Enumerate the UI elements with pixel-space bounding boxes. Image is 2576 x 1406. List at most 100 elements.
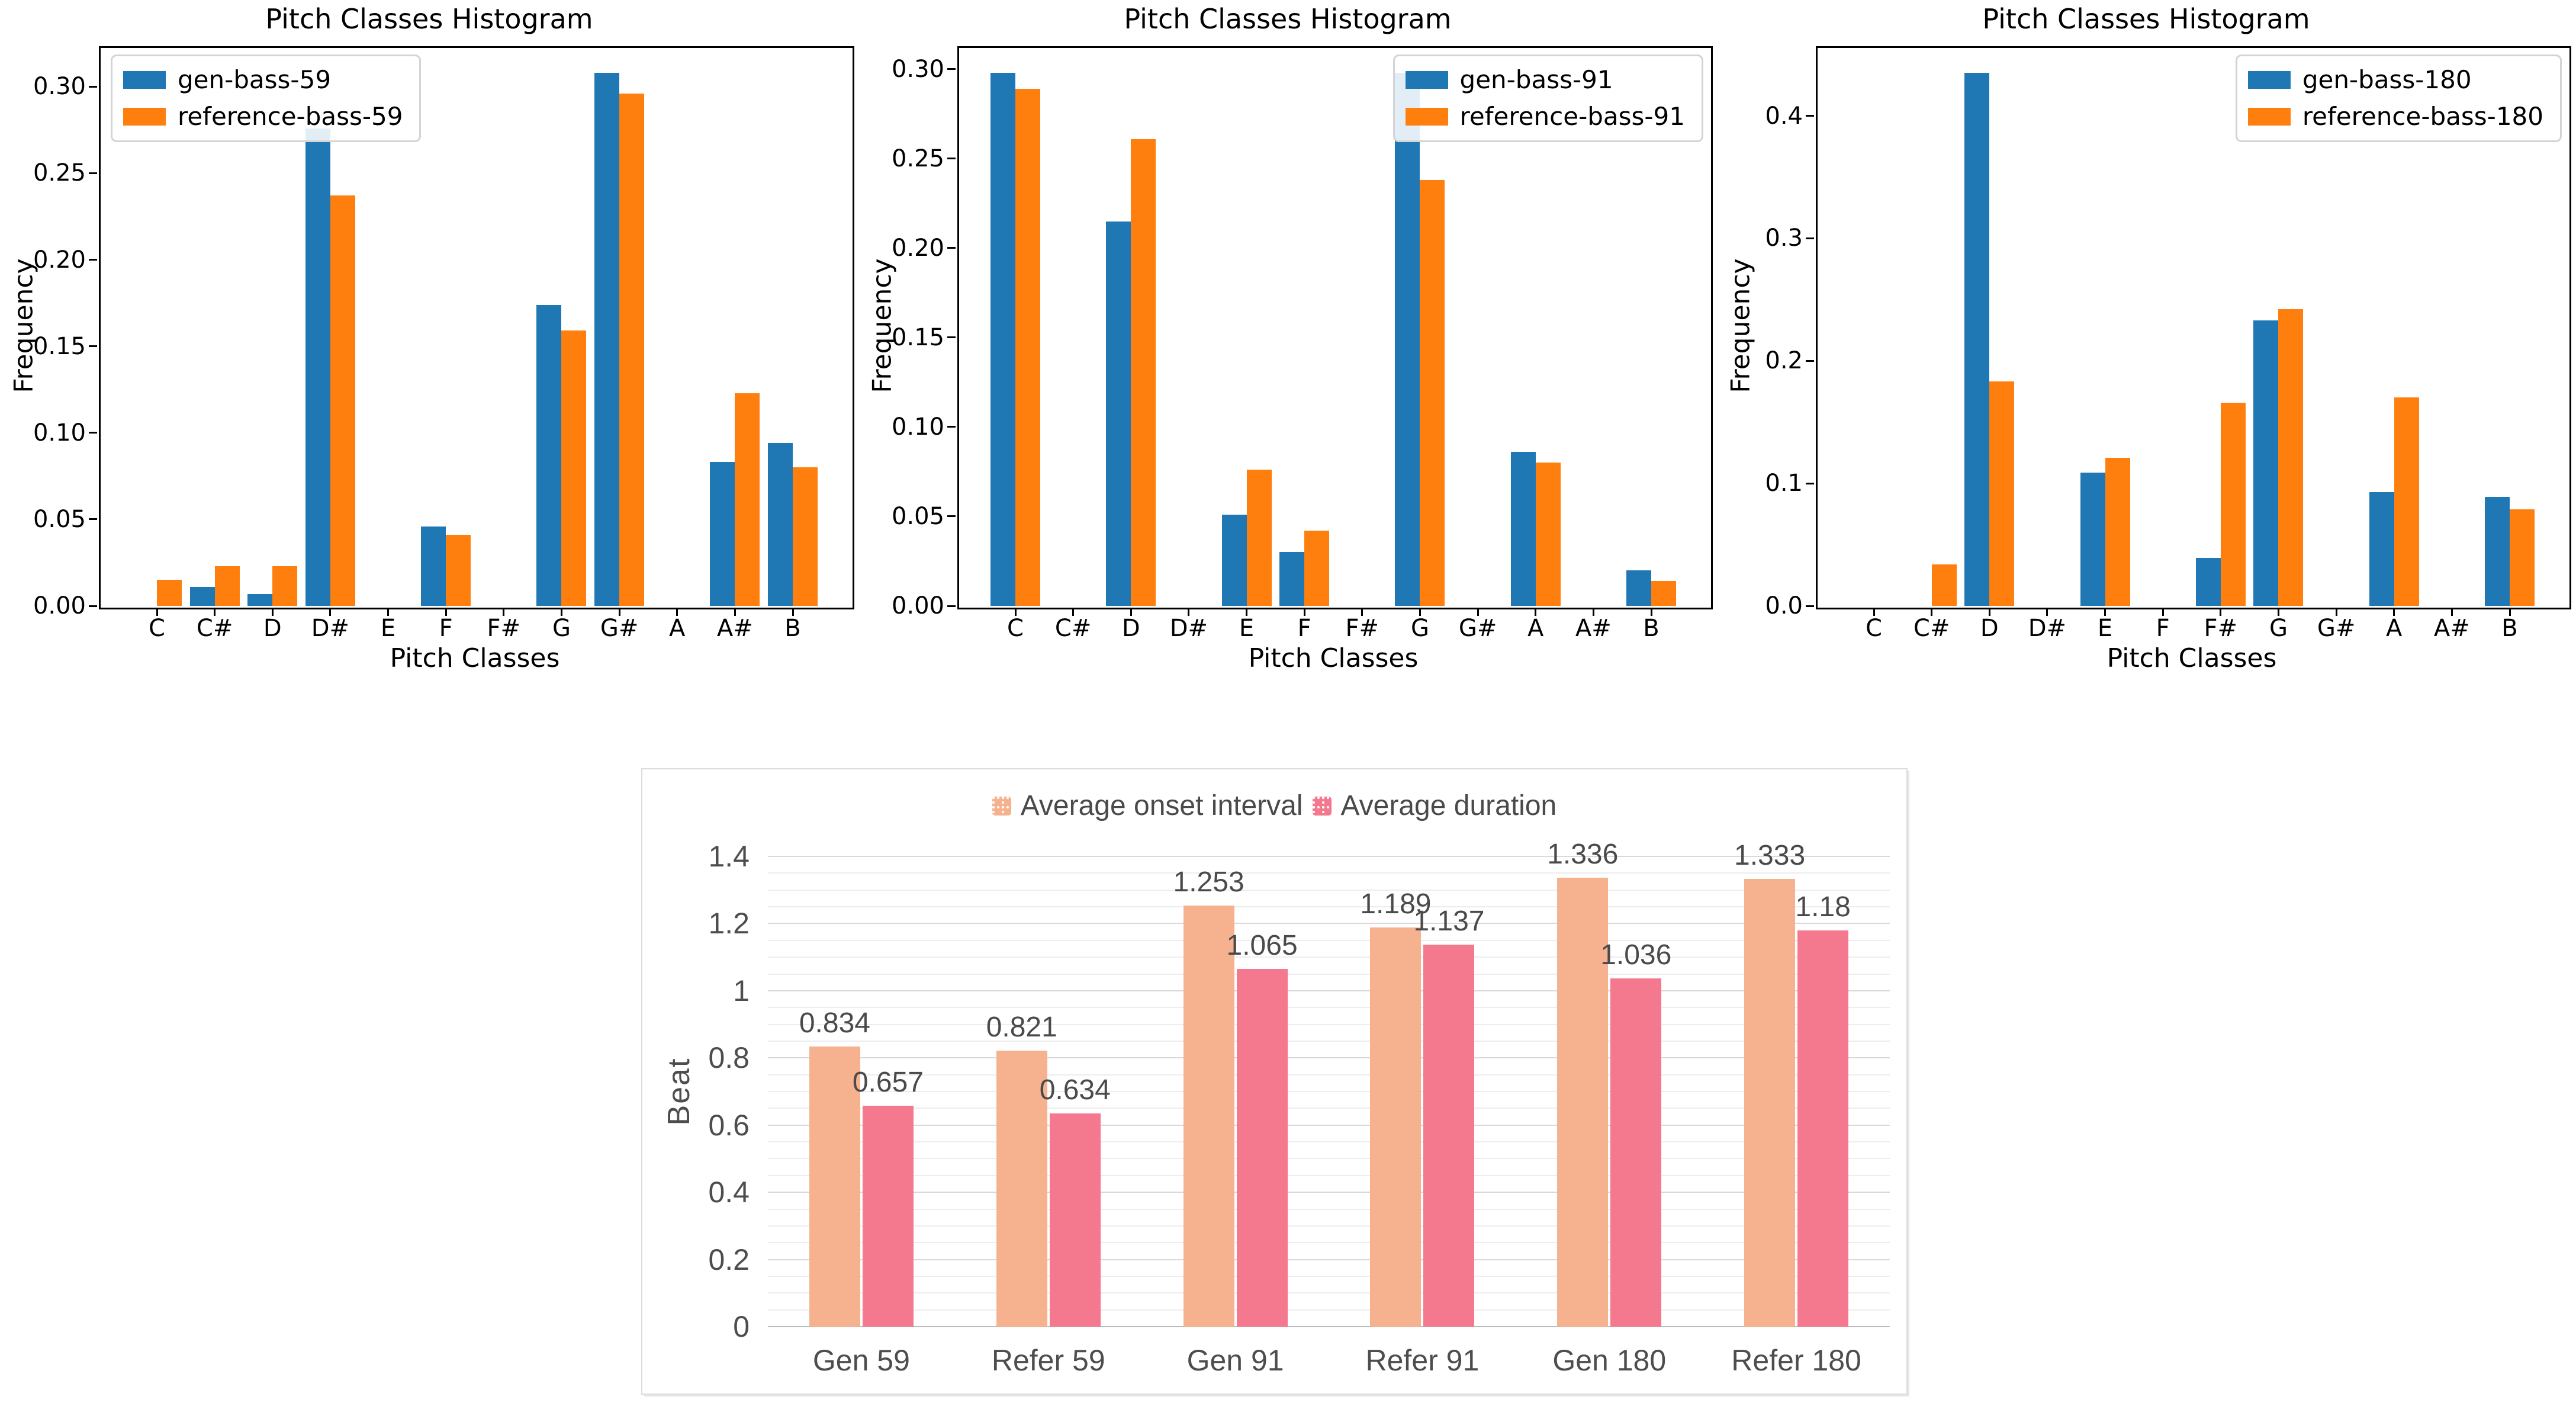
bar	[1183, 906, 1234, 1327]
x-tick-label: A	[669, 615, 686, 642]
plot-area	[957, 46, 1713, 609]
x-tick-mark	[445, 608, 447, 616]
bar-value-label: 1.253	[1173, 866, 1244, 898]
y-tick-label: 0.05	[33, 505, 86, 533]
y-tick-label: 0.30	[33, 73, 86, 101]
legend-item: reference-bass-91	[1405, 101, 1685, 132]
y-tick-label: 0.20	[33, 246, 86, 274]
x-tick-label: A#	[1575, 615, 1612, 642]
x-tick-label: G	[2269, 615, 2288, 642]
bar-value-label: 1.036	[1600, 939, 1672, 971]
y-tick-mark	[89, 605, 97, 607]
x-tick-label: C	[1007, 615, 1024, 642]
x-category-label: Gen 59	[812, 1344, 910, 1377]
legend-item: Average duration	[1312, 789, 1556, 822]
y-tick-label: 0.00	[891, 592, 944, 619]
x-tick-mark	[156, 608, 158, 616]
x-tick-mark	[1477, 608, 1479, 616]
bar	[1510, 452, 1536, 606]
y-tick-label: 0.25	[33, 159, 86, 187]
y-tick-mark	[1806, 237, 1814, 239]
legend: Average onset interval Average duration	[642, 789, 1906, 822]
y-tick-mark	[1806, 482, 1814, 484]
x-tick-mark	[1130, 608, 1132, 616]
legend-item: reference-bass-180	[2247, 101, 2543, 132]
y-axis-label: Frequency	[8, 258, 39, 393]
x-tick-mark	[2335, 608, 2337, 616]
x-tick-label: C#	[196, 615, 233, 642]
x-tick-mark	[2104, 608, 2107, 616]
x-tick-mark	[2509, 608, 2511, 616]
bar	[157, 580, 182, 606]
gridline	[768, 1141, 1890, 1143]
x-category-label: Refer 59	[991, 1344, 1105, 1377]
bar	[619, 94, 645, 606]
bar	[1395, 73, 1420, 606]
gridline	[768, 1040, 1890, 1042]
bar	[2369, 492, 2394, 606]
gridline	[768, 990, 1890, 991]
gridline	[768, 889, 1890, 891]
legend-label: Average onset interval	[1020, 790, 1303, 821]
bar	[330, 195, 355, 606]
gridline	[768, 1091, 1890, 1092]
legend-label: reference-bass-91	[1459, 102, 1685, 131]
x-tick-label: F	[439, 615, 453, 642]
x-category-label: Refer 91	[1365, 1344, 1480, 1377]
y-tick-label: 0.10	[33, 419, 86, 447]
legend-label: gen-bass-59	[178, 65, 332, 94]
bar	[305, 128, 330, 606]
y-tick-label: 0.30	[891, 55, 944, 83]
x-tick-mark	[1650, 608, 1652, 616]
x-tick-mark	[1303, 608, 1305, 616]
x-tick-mark	[387, 608, 390, 616]
x-tick-label: A#	[2433, 615, 2470, 642]
x-tick-mark	[2162, 608, 2164, 616]
beat-chart-panel: Average onset interval Average duration …	[641, 768, 1908, 1395]
x-tick-label: C#	[1054, 615, 1092, 642]
bar	[1797, 930, 1849, 1327]
x-tick-mark	[1072, 608, 1075, 616]
bar	[1246, 470, 1272, 606]
y-tick-mark	[1806, 605, 1814, 607]
y-tick-label: 0.4	[1765, 102, 1803, 130]
x-tick-mark	[560, 608, 562, 616]
x-tick-mark	[2393, 608, 2395, 616]
bar	[1236, 968, 1288, 1327]
x-tick-label: D	[1121, 615, 1140, 642]
y-tick-mark	[1806, 115, 1814, 117]
x-tick-mark	[1931, 608, 1933, 616]
x-tick-label: C#	[1913, 615, 1950, 642]
x-tick-mark	[1419, 608, 1421, 616]
x-tick-mark	[676, 608, 678, 616]
bar	[594, 73, 620, 606]
x-tick-label: F	[2156, 615, 2170, 642]
gridline	[768, 1057, 1890, 1059]
gridline	[768, 856, 1890, 857]
bar	[1370, 927, 1422, 1327]
x-tick-mark	[618, 608, 620, 616]
x-tick-label: G	[552, 615, 571, 642]
legend-swatch	[2247, 71, 2291, 89]
bar	[793, 467, 818, 606]
gridline	[768, 1309, 1890, 1311]
pitch-chart-bass-180: Pitch Classes Histogram Frequency Pitch …	[1717, 0, 2575, 699]
y-tick-mark	[947, 68, 956, 70]
y-tick-label: 0.6	[708, 1108, 750, 1142]
x-tick-mark	[2220, 608, 2222, 616]
x-category-label: Refer 180	[1731, 1344, 1861, 1377]
legend: gen-bass-180 reference-bass-180	[2235, 54, 2562, 142]
legend-swatch	[123, 108, 166, 126]
bar	[710, 462, 735, 606]
x-category-label: Gen 180	[1552, 1344, 1667, 1377]
gridline	[768, 1158, 1890, 1160]
x-tick-label: E	[380, 615, 396, 642]
bar-value-label: 0.657	[852, 1067, 924, 1099]
bar	[1626, 570, 1651, 606]
x-tick-label: B	[2501, 615, 2518, 642]
bar	[561, 330, 587, 606]
x-tick-label: A	[2386, 615, 2403, 642]
legend-label: reference-bass-180	[2302, 102, 2543, 131]
bar	[1535, 463, 1561, 606]
